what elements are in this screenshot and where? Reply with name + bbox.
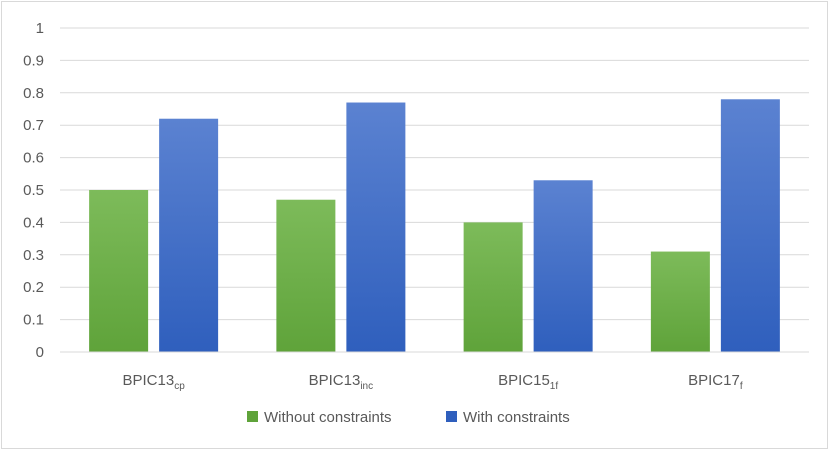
chart-frame: 0 0.1 0.2 0.3 0.4 0.5 0.6 0.7 0.8 0.9 1 BPIC13cp BP… [1,1,828,449]
y-tick-label: 0.4 [23,214,44,231]
category-base: BPIC13 [122,372,174,389]
category-subscript: inc [360,381,373,392]
x-category-label: BPIC13inc [309,372,374,392]
category-subscript: 1f [550,381,559,392]
bars [89,99,780,353]
y-tick-label: 0 [36,344,44,361]
bar-with-constraints [533,180,593,352]
category-subscript: f [740,381,743,392]
legend-swatch [247,411,258,422]
legend-swatch [446,411,457,422]
category-base: BPIC13 [309,372,361,389]
bar-with-constraints [720,99,780,352]
x-category-label: BPIC13cp [122,372,185,392]
bar-without-constraints [463,222,523,352]
y-tick-label: 0.2 [23,279,44,296]
legend-label: Without constraints [264,409,392,426]
bar-with-constraints [159,118,219,352]
y-tick-label: 0.3 [23,247,44,264]
y-tick-label: 0.7 [23,117,44,134]
x-axis-category-labels: BPIC13cp BPIC13inc BPIC151f BPIC17f [122,372,742,392]
x-category-label: BPIC17f [688,372,743,392]
bar-without-constraints [276,199,336,352]
category-base: BPIC15 [498,372,550,389]
y-tick-label: 0.9 [23,52,44,69]
category-base: BPIC17 [688,372,740,389]
y-tick-label: 0.6 [23,150,44,167]
x-category-label: BPIC151f [498,372,558,392]
category-subscript: cp [174,381,185,392]
y-tick-label: 0.1 [23,312,44,329]
bar-chart: 00.10.20.30.40.50.60.70.80.91 BPIC13cp BP… [23,20,809,426]
bar-without-constraints [89,190,149,352]
legend: Without constraints With constraints [247,409,570,426]
y-axis-tick-labels: 0 0.1 0.2 0.3 0.4 0.5 0.6 0.7 0.8 0.9 1 [23,20,44,361]
y-tick-label: 1 [36,20,44,37]
bar-without-constraints [650,251,710,352]
legend-label: With constraints [463,409,570,426]
y-tick-label: 0.8 [23,85,44,102]
bar-with-constraints [346,102,406,353]
y-tick-label: 0.5 [23,182,44,199]
